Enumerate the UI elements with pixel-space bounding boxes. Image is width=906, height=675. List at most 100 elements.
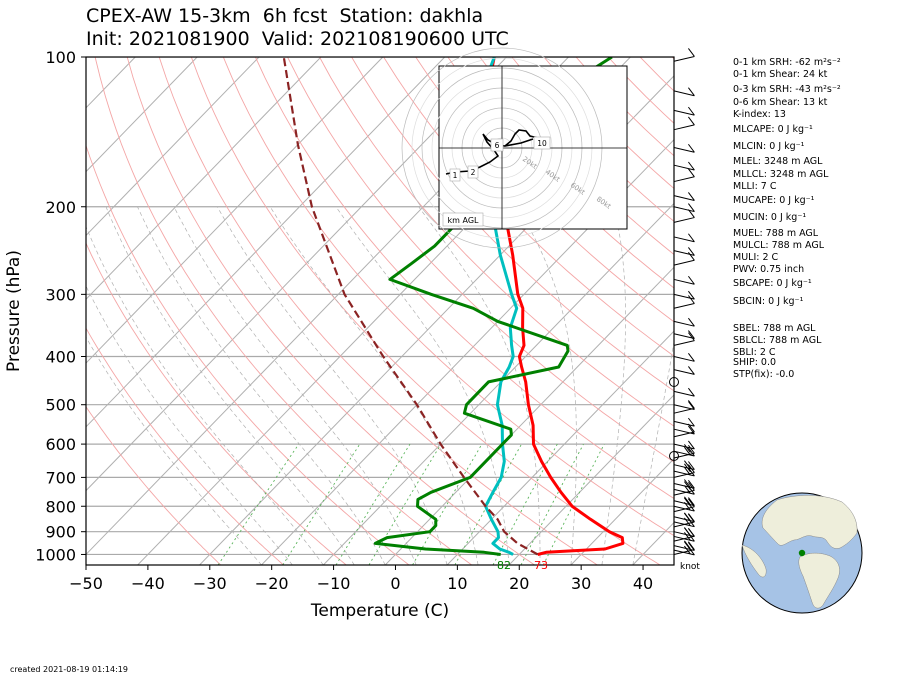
isotherm	[384, 266, 674, 565]
wind-barb	[673, 549, 695, 555]
x-tick-label: −40	[131, 574, 165, 593]
dry-adiabat	[158, 57, 598, 565]
wind-barb	[673, 164, 695, 171]
wind-barb	[673, 506, 695, 513]
mixing-ratio-line	[454, 443, 522, 565]
index-line: MUCIN: 0 J kg⁻¹	[733, 212, 807, 223]
wind-barb-flag	[688, 461, 695, 470]
wind-barb-flag	[688, 423, 695, 433]
moist-adiabat	[601, 206, 626, 565]
wind-barb-flag	[688, 161, 695, 171]
y-tick-label: 1000	[35, 545, 76, 564]
index-line: SBCAPE: 0 J kg⁻¹	[733, 278, 812, 289]
isotherm	[261, 138, 674, 565]
wind-barb	[673, 450, 695, 457]
moist-adiabat	[418, 206, 541, 565]
x-tick-label: −10	[317, 574, 351, 593]
wind-barb	[673, 489, 695, 496]
chart-subtitle: Init: 2021081900 Valid: 202108190600 UTC	[86, 28, 509, 50]
index-line: MUCAPE: 0 J kg⁻¹	[733, 195, 815, 206]
wind-barb	[673, 320, 695, 327]
wind-barb	[673, 333, 695, 340]
wind-barb-flag	[688, 541, 695, 550]
wind-barb-flag	[688, 317, 695, 327]
hodo-height-label: 1	[453, 171, 458, 180]
wind-barb	[673, 420, 695, 427]
wind-barbs	[673, 48, 695, 556]
isotherm	[86, 57, 322, 300]
index-line: MLLCL: 3248 m AGL	[733, 169, 829, 180]
wind-barb-flag	[684, 496, 691, 506]
index-line: SBLCL: 788 m AGL	[733, 335, 822, 346]
moist-adiabat	[137, 206, 386, 565]
dry-adiabat	[287, 57, 674, 463]
wind-barb-flag	[688, 467, 695, 477]
x-tick-label: −20	[255, 574, 289, 593]
parcel-profile	[282, 57, 539, 556]
dry-adiabat	[383, 57, 674, 357]
wind-barb-flag	[688, 330, 695, 339]
wind-barb-flag	[688, 295, 695, 304]
wind-barb-flag	[684, 532, 691, 541]
wind-barb-flag	[688, 168, 695, 178]
wind-barb	[673, 407, 695, 414]
y-axis-label: Pressure (hPa)	[4, 250, 24, 372]
wind-barb	[673, 500, 695, 507]
wind-barb	[673, 55, 695, 62]
wind-barb	[673, 472, 695, 478]
wind-barb	[673, 124, 695, 131]
isotherm	[446, 330, 674, 565]
x-tick-label: 0	[390, 574, 400, 593]
surface-temp-label: 73	[534, 559, 548, 572]
index-line: MLEL: 3248 m AGL	[733, 156, 823, 167]
wind-barb	[673, 369, 695, 375]
y-tick-label: 600	[45, 435, 76, 454]
wind-barb-flag	[688, 513, 695, 523]
index-line: MULI: 2 C	[733, 252, 779, 263]
dry-adiabat	[126, 57, 535, 565]
isotherm	[86, 57, 198, 173]
wind-barb	[673, 217, 695, 223]
y-tick-label: 800	[45, 497, 76, 516]
wind-barb	[673, 356, 695, 362]
hodo-units-label: km AGL	[448, 216, 480, 225]
index-line: SBLI: 2 C	[733, 347, 776, 358]
wind-barb-flag	[688, 251, 695, 261]
wind-barb-flag	[688, 87, 695, 97]
wind-barb-flag	[684, 545, 691, 555]
dry-adiabat	[351, 57, 674, 392]
index-line: 0-1 km SRH: -62 m²s⁻²	[733, 57, 841, 68]
x-axis-label: Temperature (C)	[310, 601, 449, 621]
mixing-ratio-line	[542, 443, 605, 565]
wind-barb	[673, 146, 695, 153]
moist-adiabat	[216, 206, 448, 565]
index-line: SHIP: 0.0	[733, 357, 777, 368]
wind-barb-flag	[688, 366, 695, 375]
x-tick-label: 30	[571, 574, 591, 593]
wind-barb	[673, 236, 695, 243]
x-tick-label: 10	[447, 574, 467, 593]
index-line: 0-3 km SRH: -43 m²s⁻²	[733, 84, 841, 95]
y-tick-label: 400	[45, 348, 76, 367]
isotherm	[86, 57, 446, 428]
isotherm	[570, 458, 674, 565]
dry-adiabat	[86, 327, 284, 565]
created-timestamp: created 2021-08-19 01:14:19	[10, 665, 128, 674]
wind-barb-flag	[688, 387, 695, 397]
wind-barb-flag	[684, 540, 691, 550]
hodograph-inset: 20kt 40kt 60kt 80kt 1 2 6 10 km AGL	[401, 47, 628, 249]
wind-barb-flag	[688, 400, 695, 409]
index-line: STP(fix): -0.0	[733, 369, 795, 380]
wind-barb-flag	[688, 209, 695, 218]
wind-barb-flag	[688, 143, 695, 153]
hodo-height-label: 2	[471, 168, 476, 177]
mixing-ratio-line	[368, 443, 442, 565]
hodo-height-label: 10	[537, 139, 547, 148]
wind-barb-flag	[688, 444, 695, 454]
surface-rh-label: 82	[497, 559, 511, 572]
wind-barb-flag	[688, 48, 695, 57]
y-tick-label: 300	[45, 285, 76, 304]
index-line: MUEL: 788 m AGL	[733, 228, 819, 239]
x-tick-label: −30	[193, 574, 227, 593]
hodograph-trace	[445, 129, 546, 175]
